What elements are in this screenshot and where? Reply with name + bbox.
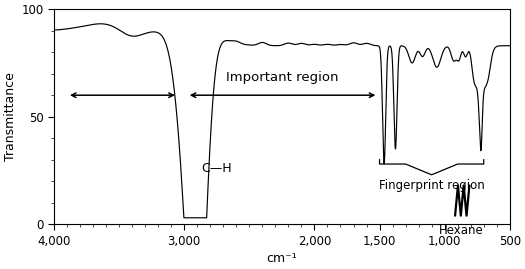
Text: Fingerprint region: Fingerprint region <box>379 179 485 192</box>
X-axis label: cm⁻¹: cm⁻¹ <box>267 252 297 265</box>
Y-axis label: Transmittance: Transmittance <box>4 72 17 161</box>
Text: C—H: C—H <box>201 162 232 175</box>
Text: Hexane: Hexane <box>438 224 484 237</box>
Text: Important region: Important region <box>226 72 338 84</box>
